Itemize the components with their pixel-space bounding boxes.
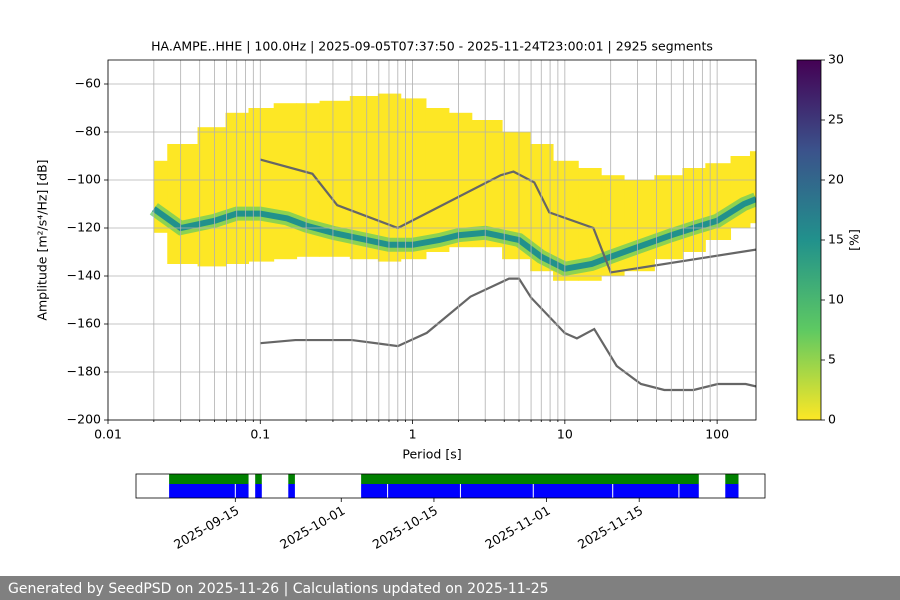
x-tick-label: 10: [557, 427, 573, 442]
used-span: [288, 484, 295, 498]
footer-bar: [0, 576, 900, 600]
used-span: [361, 484, 699, 498]
colorbar-tick-label: 5: [828, 352, 836, 367]
colorbar: [796, 59, 822, 421]
y-axis-label: Amplitude [m²/s⁴/Hz] [dB]: [35, 159, 50, 320]
availability-frame: [135, 473, 766, 499]
chart-title: HA.AMPE..HHE | 100.0Hz | 2025-09-05T07:3…: [151, 39, 713, 54]
psd-column: [225, 112, 249, 264]
colorbar-tick-label: 25: [828, 112, 844, 127]
psd-column: [530, 144, 554, 272]
colorbar-tick-label: 30: [828, 52, 844, 67]
date-tick-label: 2025-10-15: [370, 503, 440, 552]
y-tick-label: −100: [67, 172, 101, 187]
psd-column: [167, 144, 199, 264]
x-tick-label: 1: [409, 427, 417, 442]
psd-column: [471, 120, 503, 248]
psd-column: [248, 108, 275, 262]
colorbar-label: [%]: [847, 229, 862, 251]
psd-column: [273, 103, 298, 260]
data-span: [288, 474, 295, 484]
data-span: [169, 474, 249, 484]
plot-frame: [107, 59, 757, 421]
used-span: [169, 484, 249, 498]
psd-column: [749, 151, 756, 224]
y-tick-label: −120: [67, 220, 101, 235]
data-span: [725, 474, 739, 484]
x-tick-label: 0.01: [94, 427, 122, 442]
noise-model-line: [260, 277, 756, 392]
x-tick-label: 100: [705, 427, 729, 442]
colorbar-tick-label: 10: [828, 292, 844, 307]
date-tick-label: 2025-10-01: [277, 503, 347, 552]
psd-column: [400, 98, 427, 260]
used-span: [725, 484, 739, 498]
y-tick-label: −60: [75, 76, 101, 91]
footer-text: Generated by SeedPSD on 2025-11-26 | Cal…: [8, 581, 549, 597]
date-tick-label: 2025-11-15: [575, 503, 645, 552]
used-span: [255, 484, 262, 498]
colorbar-tick-label: 20: [828, 172, 844, 187]
plot-area: [149, 93, 756, 392]
y-tick-label: −180: [67, 364, 101, 379]
psd-column: [197, 127, 227, 267]
y-tick-label: −140: [67, 268, 101, 283]
y-tick-label: −80: [75, 124, 101, 139]
date-tick-label: 2025-11-01: [482, 503, 552, 552]
psd-column: [578, 168, 602, 281]
data-span: [255, 474, 262, 484]
noise-model-line: [259, 158, 756, 274]
x-tick-label: 0.1: [250, 427, 270, 442]
y-tick-label: −160: [67, 316, 101, 331]
colorbar-tick-label: 15: [828, 232, 844, 247]
x-axis-label: Period [s]: [402, 447, 461, 462]
data-span: [361, 474, 699, 484]
y-tick-label: −200: [67, 412, 101, 427]
psd-column: [377, 93, 402, 262]
colorbar-tick-label: 0: [828, 412, 836, 427]
date-tick-label: 2025-09-15: [171, 503, 241, 552]
